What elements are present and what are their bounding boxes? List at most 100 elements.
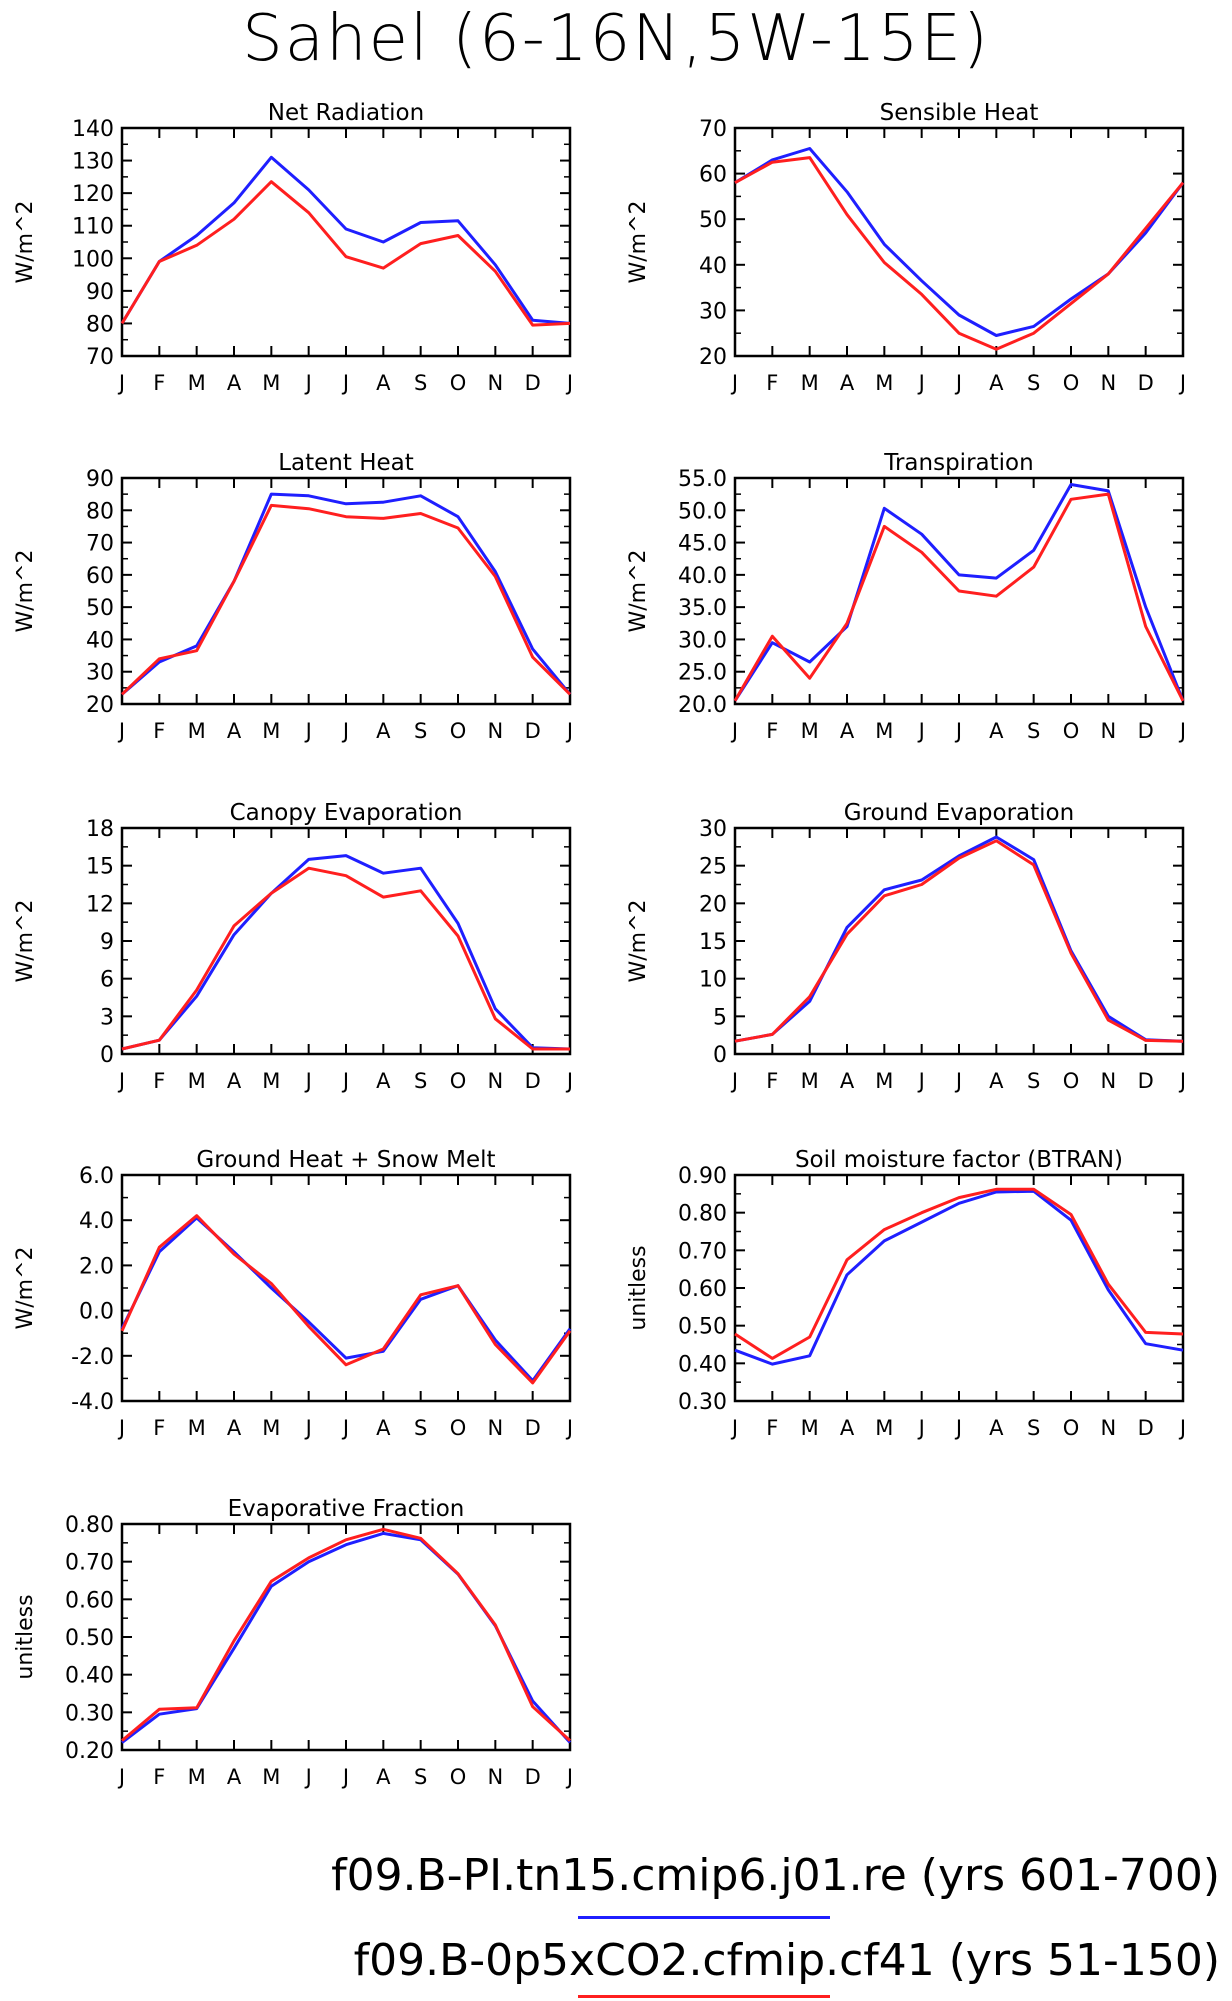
legend-swatch-2 (578, 1995, 830, 1998)
series-line-red (121, 1527, 572, 1742)
x-tick-label: M (875, 1069, 893, 1093)
x-tick-label: N (1100, 719, 1116, 743)
y-tick-label: 20 (699, 345, 727, 370)
x-tick-label: J (1178, 371, 1186, 395)
legend-entry-2: f09.B-0p5xCO2.cfmip.cf41 (yrs 51-150) (353, 1935, 1220, 1986)
series-line-red (120, 1214, 572, 1385)
y-tick-label: 40.0 (678, 564, 727, 589)
x-tick-label: D (525, 371, 541, 395)
x-tick-label: S (414, 1416, 427, 1440)
plot-frame (120, 1173, 572, 1403)
x-tick-label: F (766, 1069, 778, 1093)
y-tick-label: 50 (86, 596, 114, 621)
x-tick-label: D (525, 1069, 541, 1093)
x-tick-label: D (1138, 371, 1154, 395)
x-tick-label: D (525, 719, 541, 743)
x-tick-label: A (989, 719, 1004, 743)
x-tick-label: S (414, 1765, 427, 1789)
x-tick-label: F (153, 1416, 165, 1440)
y-tick-label: 5 (713, 1005, 727, 1030)
series-line-blue (121, 854, 571, 1051)
panel-title: Latent Heat (278, 450, 414, 476)
chart-panel-9: Evaporative Fraction unitless 0.20 0.30 0.40… (13, 1496, 573, 1789)
x-tick-label: A (376, 719, 391, 743)
x-tick-label: J (954, 1416, 962, 1440)
series-line-blue (734, 1189, 1184, 1366)
series-line-red (734, 839, 1184, 1043)
series-line-blue (734, 147, 1185, 337)
x-tick-label: D (1138, 719, 1154, 743)
y-tick-label: 30.0 (678, 628, 727, 653)
x-tick-label: A (840, 719, 855, 743)
y-tick-label: 100 (72, 247, 114, 272)
chart-panel-1: Net Radiation W/m^2 70 80 90 100 110 120 130 140 J… (13, 100, 573, 395)
x-tick-label: F (766, 371, 778, 395)
plot-frame (120, 826, 572, 1056)
y-tick-label: 0.30 (65, 1701, 114, 1726)
y-tick-label: 0 (713, 1043, 727, 1068)
x-tick-label: J (341, 1416, 349, 1440)
y-tick-label: 50 (699, 208, 727, 233)
x-tick-label: M (188, 1069, 206, 1093)
x-tick-label: J (917, 1069, 925, 1093)
series-line-blue (734, 835, 1184, 1043)
x-tick-label: O (1063, 371, 1080, 395)
x-tick-label: J (565, 371, 573, 395)
x-tick-label: J (341, 719, 349, 743)
figure-title: Sahel (6-16N,5W-15E) (242, 2, 990, 76)
y-tick-label: 30 (86, 661, 114, 686)
y-tick-label: 0.90 (678, 1164, 727, 1189)
x-tick-label: J (304, 719, 312, 743)
x-tick-label: J (565, 1416, 573, 1440)
x-tick-label: A (989, 371, 1004, 395)
x-tick-label: M (875, 719, 893, 743)
y-tick-label: 140 (72, 117, 114, 142)
x-tick-label: D (1138, 1069, 1154, 1093)
x-tick-label: O (450, 371, 467, 395)
x-tick-label: J (341, 371, 349, 395)
x-tick-label: A (376, 371, 391, 395)
y-tick-label: 0.50 (65, 1626, 114, 1651)
x-tick-label: N (1100, 1416, 1116, 1440)
series-line-red (120, 180, 571, 327)
x-tick-label: J (117, 1069, 125, 1093)
x-tick-label: F (153, 719, 165, 743)
x-tick-label: A (376, 1765, 391, 1789)
y-axis-label: W/m^2 (626, 899, 651, 982)
panel-title: Ground Heat + Snow Melt (196, 1147, 495, 1173)
y-tick-label: 0.80 (678, 1202, 727, 1227)
x-tick-label: J (1178, 719, 1186, 743)
panel-title: Ground Evaporation (844, 800, 1074, 826)
x-tick-label: S (1027, 371, 1040, 395)
y-tick-label: 0.60 (678, 1277, 727, 1302)
x-tick-label: J (954, 371, 962, 395)
y-tick-label: -2.0 (71, 1345, 114, 1370)
y-tick-label: 40 (699, 254, 727, 279)
x-tick-label: J (917, 719, 925, 743)
series-line-blue (120, 1216, 572, 1383)
x-tick-label: D (525, 1416, 541, 1440)
series-line-red (120, 503, 572, 696)
y-tick-label: 40 (86, 628, 114, 653)
x-tick-label: A (227, 1765, 242, 1789)
x-tick-label: A (989, 1069, 1004, 1093)
y-axis-label: W/m^2 (626, 200, 651, 283)
panel-title: Transpiration (883, 450, 1033, 476)
x-tick-label: F (766, 719, 778, 743)
y-axis-label: W/m^2 (13, 1246, 38, 1329)
y-tick-label: 50.0 (678, 499, 727, 524)
x-tick-label: J (1178, 1416, 1186, 1440)
y-tick-label: 70 (86, 345, 114, 370)
y-tick-label: 6.0 (79, 1164, 114, 1189)
x-tick-label: A (840, 1416, 855, 1440)
series-line-blue (120, 155, 571, 325)
series-line-blue (121, 492, 572, 696)
plot-frame (733, 126, 1185, 358)
y-tick-label: 60 (699, 163, 727, 188)
panel-title: Canopy Evaporation (230, 800, 463, 826)
y-tick-label: 0.80 (65, 1513, 114, 1538)
